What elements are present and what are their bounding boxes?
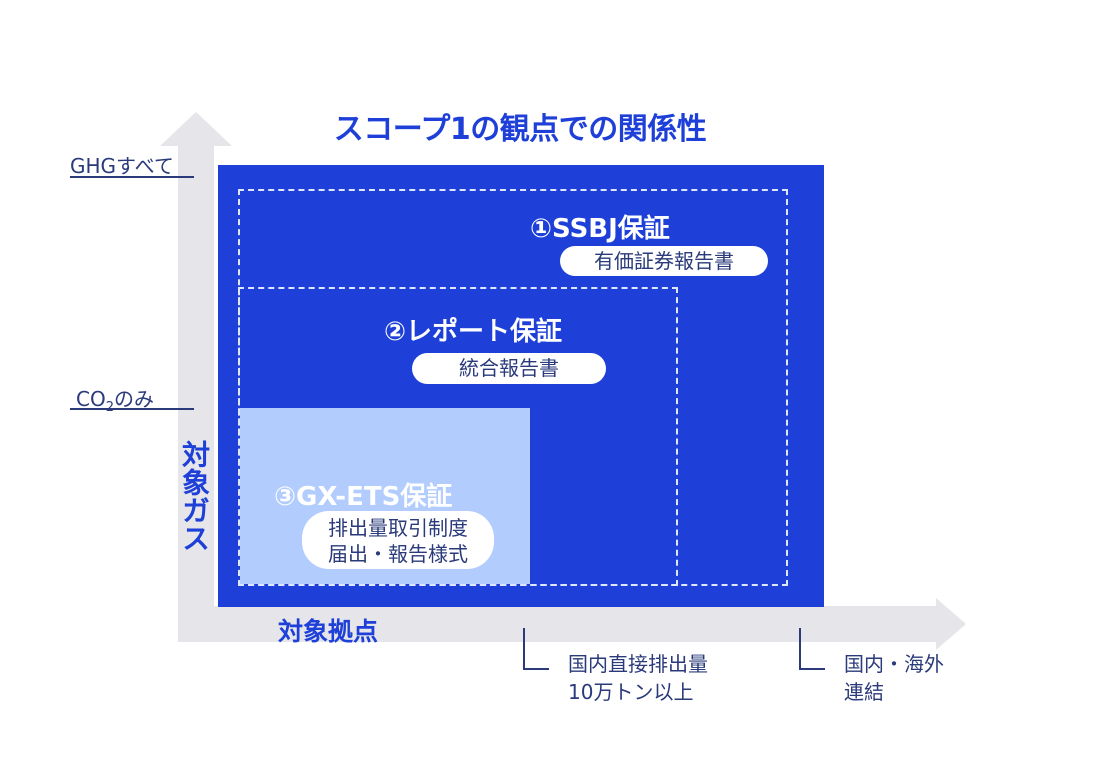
diagram-title: スコープ1の観点での関係性: [333, 112, 707, 147]
x-level-marker-consolidated: [799, 628, 825, 670]
x-axis-arrow-shaft: [178, 606, 938, 642]
y-level-co2-only: CO2のみ: [76, 383, 154, 415]
y-axis-arrow-head: [160, 112, 232, 146]
co2-tail: のみ: [114, 387, 154, 411]
co2-subscript: 2: [105, 400, 114, 415]
report-report-pill: 統合報告書: [412, 353, 606, 384]
y-level-co2-line: [70, 408, 194, 410]
x-level-domestic-line2: 10万トン以上: [568, 680, 694, 704]
report-dashed-frame: [238, 287, 678, 586]
gxets-label: ③GX-ETS保証: [274, 482, 453, 512]
x-axis-label: 対象拠点: [278, 617, 379, 646]
report-label: ②レポート保証: [384, 317, 563, 347]
gxets-report-line2: 届出・報告様式: [328, 542, 468, 566]
y-axis-arrow-shaft: [178, 142, 214, 642]
co2-text: CO: [76, 387, 106, 411]
y-axis-label: 対象ガス: [178, 440, 211, 552]
x-level-consolidated-line1: 国内・海外: [844, 652, 944, 676]
x-level-consolidated-line2: 連結: [844, 680, 884, 704]
ssbj-label: ①SSBJ保証: [530, 214, 670, 244]
x-level-domestic-line1: 国内直接排出量: [568, 652, 708, 676]
gxets-report-line1: 排出量取引制度: [328, 516, 468, 540]
ssbj-report-pill: 有価証券報告書: [560, 246, 768, 276]
y-level-ghg-line: [70, 176, 194, 178]
x-level-consolidated: 国内・海外 連結: [844, 650, 944, 706]
gxets-report-pill: 排出量取引制度 届出・報告様式: [302, 511, 494, 569]
x-level-marker-domestic: [523, 628, 549, 670]
x-axis-arrow-head: [936, 598, 966, 650]
y-level-ghg-all: GHGすべて: [70, 154, 174, 178]
x-level-domestic: 国内直接排出量 10万トン以上: [568, 650, 708, 706]
